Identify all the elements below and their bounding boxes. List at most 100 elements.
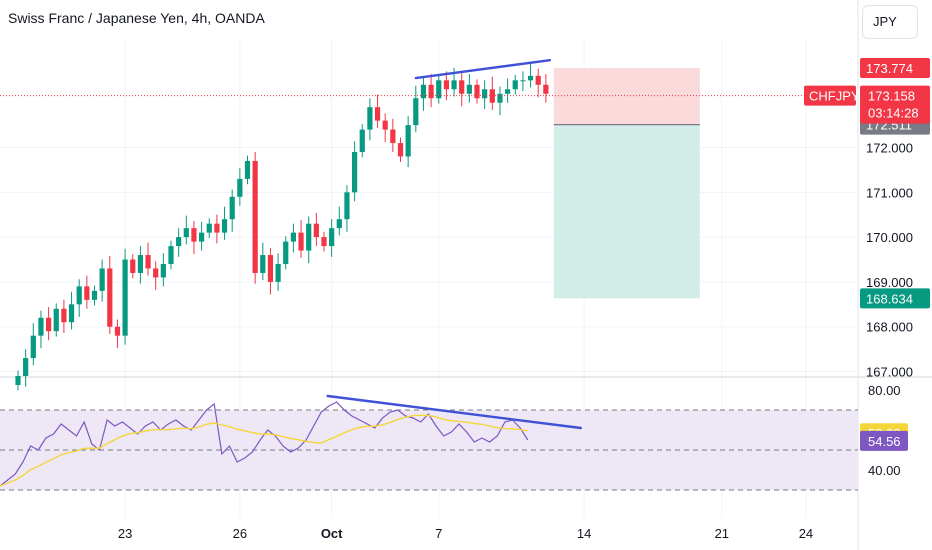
rsi-value-tag-box (860, 430, 908, 451)
candle (46, 307, 52, 341)
candle (283, 236, 289, 270)
candle-body (237, 178, 243, 197)
candle-body (436, 80, 442, 99)
candle (122, 248, 128, 345)
candle-body (53, 308, 59, 332)
candle (298, 220, 304, 258)
candle (176, 228, 182, 257)
candle (290, 223, 296, 253)
candle-body (91, 290, 98, 300)
candle (474, 79, 480, 104)
candle (23, 349, 29, 387)
candle (482, 80, 488, 109)
candle-body (130, 259, 136, 273)
candle-body (137, 255, 143, 273)
candle (352, 141, 358, 202)
candle-body (482, 89, 488, 99)
candle-body (244, 160, 251, 179)
candle (130, 254, 136, 279)
candle-body (535, 75, 541, 85)
candle-body (214, 223, 220, 233)
candle (99, 259, 105, 302)
candle-body (153, 268, 159, 278)
target-tag-text: 168.634 (866, 291, 913, 306)
candle (84, 275, 90, 309)
symbol-tag: CHFJPY (804, 85, 860, 106)
time-tick-label: 24 (799, 526, 813, 541)
candle-body (15, 376, 21, 385)
candle-body (107, 268, 113, 327)
candle-body (206, 223, 212, 233)
candle-body (443, 80, 449, 90)
candle-body (114, 326, 121, 336)
candle (505, 78, 511, 103)
candle-body (122, 259, 128, 336)
candle-body (527, 75, 534, 81)
rsi-value-tag: 54.56 (860, 430, 908, 451)
candle (38, 310, 44, 349)
candle-body (382, 120, 388, 130)
currency-button[interactable]: JPY (862, 5, 918, 39)
candle-body (38, 317, 44, 336)
stop-tag-box (860, 58, 930, 79)
candle-body (374, 107, 381, 121)
candle-body (306, 223, 312, 251)
candle (459, 73, 465, 107)
stop-loss-zone (553, 68, 700, 125)
time-axis[interactable]: 23 26 Oct 7 14 21 24 (118, 526, 813, 541)
candle-body (267, 255, 274, 282)
candle (520, 71, 526, 92)
candle-body (459, 80, 465, 94)
price-tick-label: 167.000 (866, 365, 913, 380)
candle-body (160, 264, 166, 278)
current-price-value: 173.158 (868, 89, 915, 104)
candle-body (176, 237, 182, 247)
candle (68, 291, 75, 330)
candle-body (390, 129, 396, 144)
rsi-pane (0, 394, 858, 491)
candle-body (298, 232, 304, 251)
candle (15, 370, 21, 391)
candle-body (367, 107, 373, 130)
rsi-line (0, 401, 529, 487)
candle (420, 77, 427, 111)
time-tick-label: 21 (715, 526, 729, 541)
candle (306, 216, 312, 264)
candle-body (191, 228, 197, 242)
candle (91, 285, 98, 306)
candle (160, 253, 166, 287)
candle (497, 86, 503, 116)
candle (145, 242, 151, 276)
candle (183, 215, 189, 245)
candle (275, 253, 281, 291)
candle-body (321, 237, 327, 247)
candle-body (413, 98, 419, 126)
candle (199, 221, 205, 251)
candle (137, 246, 143, 284)
target-tag: 168.634 (860, 288, 930, 309)
candle (413, 85, 419, 133)
candle-body (474, 84, 480, 99)
candle (114, 319, 121, 349)
price-axis[interactable]: 167.000 168.000 169.000 170.000 171.000 172.0… (804, 58, 930, 478)
candle (344, 185, 350, 232)
candle (466, 74, 472, 103)
candle (206, 218, 212, 239)
candle (543, 74, 549, 103)
candle (267, 247, 274, 295)
candle-body (505, 89, 511, 94)
current-price-tag: 173.158 03:14:28 (860, 85, 930, 124)
candle-body (397, 143, 404, 157)
candle-body (46, 317, 52, 332)
rsi-value-tag-text: 54.56 (868, 434, 901, 449)
candle-body (68, 304, 75, 323)
candle (229, 189, 235, 232)
rsi-tick-label: 40.00 (868, 463, 901, 478)
chart-title: Swiss Franc / Japanese Yen, 4h, OANDA (8, 10, 265, 26)
candle (252, 152, 258, 284)
candle (30, 323, 36, 366)
candle-body (290, 232, 296, 242)
candle (76, 279, 82, 317)
time-tick-label: Oct (321, 526, 343, 541)
